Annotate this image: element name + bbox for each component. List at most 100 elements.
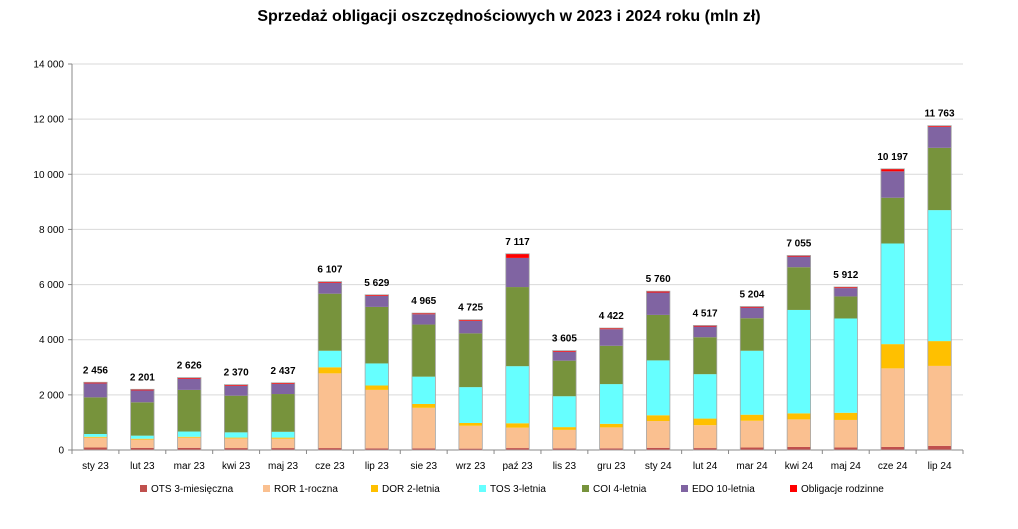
bar-segment — [927, 125, 952, 127]
bar-segment — [458, 320, 483, 334]
bar-segment — [505, 427, 530, 449]
bar-segment — [458, 448, 483, 450]
bar-segment — [646, 314, 670, 361]
bar-segment — [552, 360, 577, 397]
bar-segment — [365, 385, 389, 390]
bar-segment — [693, 325, 717, 327]
y-tick-label: 2 000 — [39, 390, 64, 401]
bar-segment — [927, 365, 952, 446]
bar-segment — [177, 431, 201, 437]
bar-segment — [927, 210, 952, 342]
bar-segment — [505, 257, 530, 288]
bar-segment — [271, 382, 295, 384]
bar-segment — [505, 423, 530, 428]
data-label: 2 626 — [177, 361, 202, 372]
bar-segment — [646, 292, 670, 315]
bar-segment — [224, 438, 248, 449]
bar-segment — [505, 253, 530, 258]
bar-segment — [224, 432, 248, 438]
bar-segment — [224, 384, 248, 386]
y-tick-label: 12 000 — [33, 115, 64, 126]
bar-segment — [224, 448, 248, 450]
legend-label: EDO 10-letnia — [692, 484, 755, 495]
bar-segment — [224, 385, 248, 396]
bar-segment — [880, 171, 905, 198]
x-tick-label: lip 23 — [365, 461, 389, 472]
legend-label: COI 4-letnia — [593, 484, 647, 495]
y-tick-label: 6 000 — [39, 280, 64, 291]
bar-outline — [130, 388, 155, 451]
bar-segment — [834, 296, 858, 319]
bar-segment — [787, 309, 811, 414]
bar-segment — [787, 267, 811, 310]
bar-outline — [833, 286, 858, 451]
legend-swatch — [479, 485, 486, 492]
data-label: 2 201 — [130, 372, 155, 383]
bar-segment — [177, 389, 201, 432]
bar-segment — [318, 367, 342, 374]
x-tick-label: maj 23 — [268, 461, 298, 472]
axes: 0 2 000 4 000 6 000 8 000 10 000 12 000 14 000 s… — [33, 60, 964, 472]
legend-swatch — [371, 485, 378, 492]
bar-segment — [365, 389, 389, 449]
x-tick-label: paź 23 — [502, 461, 532, 472]
bar-segment — [927, 126, 952, 148]
bar-segment — [83, 436, 108, 438]
bar-segment — [318, 293, 342, 351]
bar-segment — [130, 435, 155, 439]
bar-segment — [740, 447, 764, 450]
bar-segment — [365, 294, 389, 296]
data-label: 7 117 — [505, 237, 530, 248]
bar-segment — [834, 286, 858, 289]
bar-segment — [740, 318, 764, 351]
bar-outline — [83, 381, 108, 451]
bar-segment — [740, 414, 764, 421]
bar-segment — [458, 387, 483, 423]
bar-segment — [177, 436, 201, 438]
x-tick-label: cze 24 — [878, 461, 908, 472]
bar-segment — [411, 324, 436, 377]
bar-outline — [317, 281, 343, 451]
data-label: 5 204 — [739, 290, 764, 301]
bar-segment — [552, 429, 577, 449]
bar-segment — [740, 307, 764, 319]
data-label: 2 437 — [271, 366, 296, 377]
bar-segment — [599, 329, 624, 346]
y-tick-label: 10 000 — [33, 170, 64, 181]
bar-segment — [271, 431, 295, 438]
bar-segment — [787, 256, 811, 268]
bars — [83, 125, 952, 451]
data-label: 11 763 — [925, 109, 955, 120]
x-tick-label: kwi 23 — [222, 461, 251, 472]
y-tick-label: 4 000 — [39, 335, 64, 346]
bar-segment — [505, 448, 530, 450]
bar-segment — [411, 376, 436, 404]
bar-segment — [552, 351, 577, 361]
x-tick-label: gru 23 — [597, 461, 626, 472]
data-label: 2 456 — [83, 365, 108, 376]
bar-outline — [552, 350, 577, 451]
bar-segment — [599, 423, 624, 428]
legend-label: DOR 2-letnia — [382, 484, 440, 495]
bar-segment — [365, 363, 389, 386]
bar-segment — [693, 374, 717, 419]
bar-segment — [927, 445, 952, 450]
y-tick-label: 8 000 — [39, 225, 64, 236]
bar-outline — [177, 377, 202, 451]
bar-segment — [83, 447, 108, 450]
bar-segment — [552, 396, 577, 428]
bar-segment — [83, 382, 108, 384]
bar-segment — [552, 427, 577, 430]
data-label: 2 370 — [224, 368, 249, 379]
bar-segment — [834, 318, 858, 413]
bar-segment — [693, 425, 717, 449]
bar-segment — [224, 395, 248, 433]
bar-outline — [458, 319, 483, 451]
x-tick-label: maj 24 — [831, 461, 861, 472]
legend-swatch — [582, 485, 589, 492]
bar-segment — [927, 147, 952, 211]
bar-outline — [224, 384, 249, 451]
bar-segment — [646, 360, 670, 416]
data-label: 7 055 — [786, 238, 811, 249]
